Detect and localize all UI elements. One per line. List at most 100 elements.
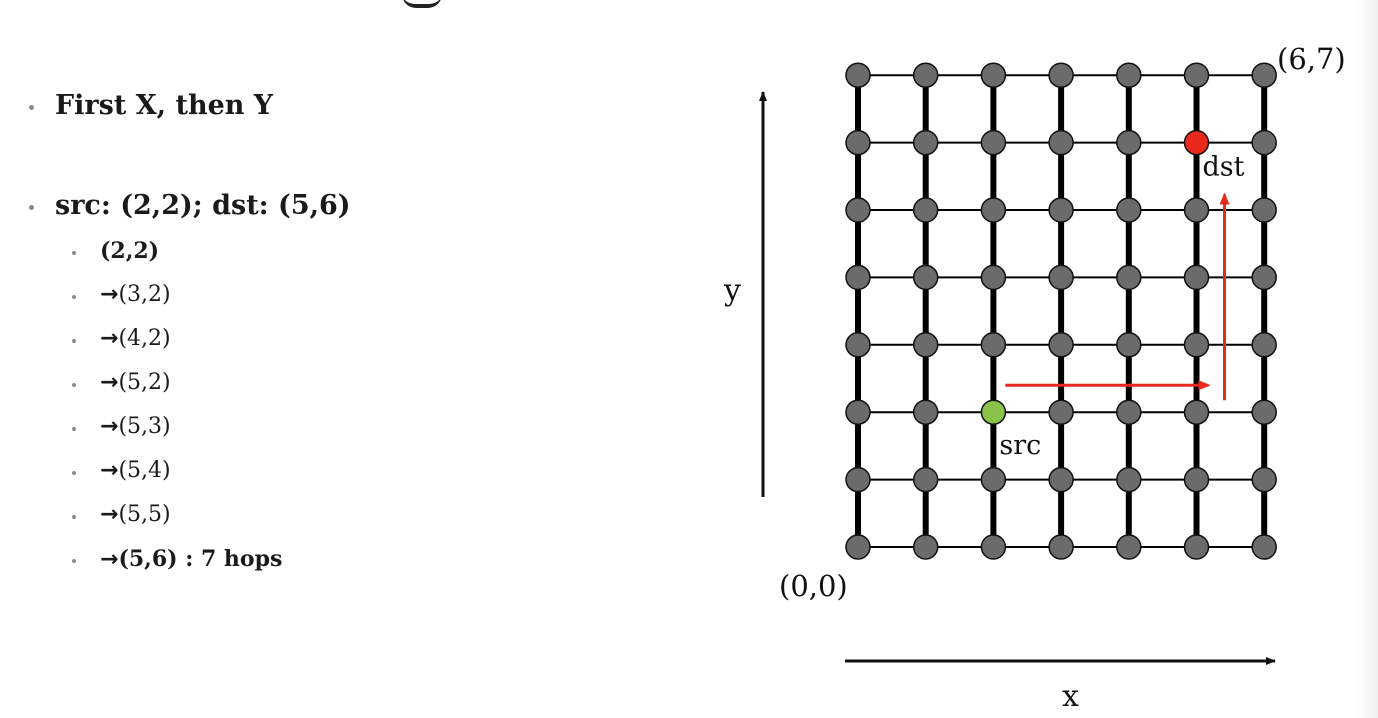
mesh-node	[1251, 534, 1277, 560]
src-label: src	[999, 430, 1041, 461]
sub-bullet-dot	[72, 427, 76, 431]
path-step: →(5,3)	[72, 414, 171, 439]
mesh-node	[1116, 399, 1142, 425]
mesh-node	[1183, 534, 1210, 560]
slide-edge-shadow	[1356, 0, 1378, 718]
sub-bullet-dot	[72, 339, 76, 343]
right-arrow-icon: →	[100, 502, 119, 527]
mesh-node	[845, 534, 871, 560]
right-arrow-icon: →	[100, 414, 119, 439]
bullet-text: src: (2,2); dst: (5,6)	[55, 190, 351, 221]
mesh-node	[1251, 264, 1277, 291]
title-fragment	[402, 0, 442, 8]
path-step-text: (5,2)	[118, 370, 171, 395]
mesh-node	[1183, 466, 1210, 493]
path-step-text: (2,2)	[100, 238, 160, 264]
mesh-node	[845, 466, 871, 493]
mesh-node	[980, 466, 1007, 493]
mesh-node	[1048, 466, 1074, 493]
path-step: →(5,6) : 7 hops	[72, 546, 282, 572]
mesh-node	[980, 332, 1007, 358]
mesh-node	[1183, 264, 1210, 291]
mesh-node	[912, 264, 939, 291]
sub-bullet-dot	[72, 515, 76, 519]
mesh-node	[1048, 534, 1074, 560]
mesh-node	[845, 129, 871, 156]
mesh-node	[912, 332, 939, 358]
mesh-node	[845, 197, 871, 223]
mesh-node	[1251, 62, 1277, 88]
y-axis-label: y	[723, 273, 741, 308]
dst-node	[1183, 129, 1210, 156]
right-arrow-icon: →	[100, 326, 119, 351]
right-arrow-icon: →	[100, 370, 119, 395]
mesh-node	[912, 197, 939, 223]
mesh-node	[845, 264, 871, 291]
bullet-src-dst: src: (2,2); dst: (5,6)	[29, 190, 351, 221]
path-step: →(4,2)	[72, 326, 171, 351]
mesh-node	[1116, 466, 1142, 493]
path-step-text: (3,2)	[118, 282, 171, 307]
dst-label: dst	[1203, 152, 1245, 183]
mesh-node	[1251, 399, 1277, 425]
mesh-node	[1183, 197, 1210, 223]
mesh-node	[1251, 129, 1277, 156]
mesh-node	[1116, 264, 1142, 291]
mesh-node	[1116, 62, 1142, 88]
bullet-dot	[29, 105, 34, 110]
right-arrow-icon: →	[100, 282, 119, 307]
mesh-node	[1048, 399, 1074, 425]
mesh-node	[980, 62, 1007, 88]
mesh-node	[980, 534, 1007, 560]
bullet-dot	[29, 205, 34, 210]
mesh-node	[1183, 332, 1210, 358]
mesh-node	[912, 129, 939, 156]
path-step-text: (5,5)	[118, 502, 171, 527]
mesh-node	[980, 129, 1007, 156]
mesh-node	[1183, 399, 1210, 425]
x-axis-label: x	[1062, 679, 1079, 714]
mesh-node	[1116, 332, 1142, 358]
path-step: (2,2)	[72, 238, 160, 264]
path-step-text: (5,4)	[118, 458, 171, 483]
mesh-node	[1048, 332, 1074, 358]
mesh-node	[912, 466, 939, 493]
path-step-text: (4,2)	[118, 326, 171, 351]
mesh-node	[1251, 466, 1277, 493]
sub-bullet-dot	[72, 559, 76, 563]
mesh-node	[1116, 534, 1142, 560]
mesh-node	[1251, 197, 1277, 223]
right-arrow-icon: →	[100, 547, 119, 572]
sub-bullet-dot	[72, 251, 76, 255]
mesh-node	[1048, 62, 1074, 88]
path-step: →(3,2)	[72, 282, 171, 307]
path-step-text: (5,3)	[118, 414, 171, 439]
mesh-node	[912, 399, 939, 425]
mesh-node	[1116, 197, 1142, 223]
mesh-node	[980, 264, 1007, 291]
grid-nodes	[845, 62, 1277, 560]
right-arrow-icon: →	[100, 458, 119, 483]
src-node	[980, 399, 1007, 425]
mesh-node	[1048, 129, 1074, 156]
mesh-node	[1048, 197, 1074, 223]
mesh-node	[845, 332, 871, 358]
sub-bullet-dot	[72, 383, 76, 387]
mesh-node	[845, 399, 871, 425]
corner-label-bottom-left: (0,0)	[779, 569, 848, 603]
path-step: →(5,2)	[72, 370, 171, 395]
path-step: →(5,5)	[72, 502, 171, 527]
mesh-node	[1048, 264, 1074, 291]
mesh-node	[1183, 62, 1210, 88]
mesh-node	[1116, 129, 1142, 156]
bullet-text: First X, then Y	[55, 90, 274, 121]
mesh-node	[912, 62, 939, 88]
path-step: →(5,4)	[72, 458, 171, 483]
sub-bullet-dot	[72, 295, 76, 299]
mesh-node	[980, 197, 1007, 223]
mesh-node	[1251, 332, 1277, 358]
sub-bullet-dot	[72, 471, 76, 475]
bullet-first-x-then-y: First X, then Y	[29, 90, 274, 121]
